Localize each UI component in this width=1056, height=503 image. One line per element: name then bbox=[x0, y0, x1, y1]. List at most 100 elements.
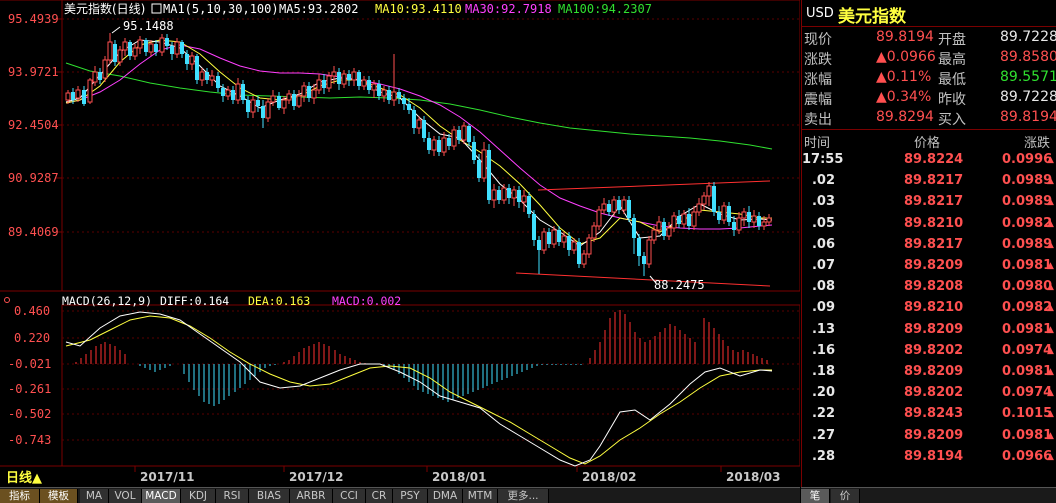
quote-value: ▲0.0966 bbox=[876, 49, 936, 65]
tab-vol[interactable]: VOL bbox=[109, 489, 142, 503]
tick-change: 0.0981 bbox=[1002, 258, 1053, 273]
candle bbox=[696, 203, 702, 213]
candle bbox=[637, 238, 641, 256]
up-arrow-icon: ▲ bbox=[1047, 176, 1054, 187]
tab-cci[interactable]: CCI bbox=[333, 489, 366, 503]
candle bbox=[721, 205, 727, 221]
tab-ma[interactable]: MA bbox=[80, 489, 109, 503]
candle bbox=[205, 72, 209, 80]
macd-legend-dea: DEA:0.163 bbox=[248, 294, 310, 308]
candle bbox=[481, 149, 487, 179]
tick-row: .16 89.8202 0.0974 ▲ bbox=[802, 343, 1056, 364]
candle bbox=[607, 204, 611, 212]
tick-change: 0.0989 bbox=[1002, 236, 1053, 252]
candle bbox=[422, 120, 426, 138]
tick-time: .27 bbox=[811, 427, 835, 443]
tab-cr[interactable]: CR bbox=[366, 489, 393, 503]
high-marker-line bbox=[111, 26, 121, 34]
x-label: 2017/11 bbox=[140, 470, 194, 484]
candle bbox=[741, 211, 747, 219]
candle bbox=[170, 46, 174, 54]
low-label: 88.2475 bbox=[654, 278, 705, 292]
candle bbox=[537, 240, 541, 250]
tab-dma[interactable]: DMA bbox=[428, 489, 463, 503]
candle bbox=[351, 71, 357, 81]
candle bbox=[397, 92, 401, 98]
candle bbox=[451, 129, 457, 147]
macd-diff-line bbox=[65, 311, 773, 467]
tab-more[interactable]: 更多... bbox=[498, 489, 549, 503]
candle bbox=[747, 212, 751, 222]
candle bbox=[371, 83, 377, 91]
tick-row: .05 89.8210 0.0982 ▲ bbox=[802, 216, 1056, 237]
legend-toggle-icon[interactable] bbox=[151, 3, 162, 14]
candle bbox=[256, 100, 260, 106]
candle bbox=[621, 199, 627, 211]
tab-template[interactable]: 模板 bbox=[40, 489, 78, 503]
tab-price[interactable]: 价 bbox=[831, 489, 860, 503]
kline-chart[interactable]: 美元指数(日线) MA1(5,10,30,100) MA5:93.2802 MA… bbox=[0, 0, 801, 487]
tab-psy[interactable]: PSY bbox=[393, 489, 428, 503]
quote-value: 89.8194 bbox=[1000, 109, 1056, 125]
tab-rsi[interactable]: RSI bbox=[216, 489, 249, 503]
high-label: 95.1488 bbox=[123, 19, 174, 33]
candle bbox=[717, 212, 721, 220]
tick-change: 0.0980 bbox=[1002, 279, 1053, 295]
tick-row: .08 89.8208 0.0980 ▲ bbox=[802, 279, 1056, 300]
tick-price: 89.8224 bbox=[904, 152, 964, 167]
candle bbox=[757, 216, 761, 226]
period-label[interactable]: 日线▲ bbox=[6, 470, 42, 486]
candle bbox=[377, 84, 381, 96]
candle bbox=[250, 99, 256, 113]
tick-time: .09 bbox=[811, 300, 835, 316]
tab-arbr[interactable]: ARBR bbox=[290, 489, 333, 503]
candle bbox=[117, 49, 123, 63]
candle bbox=[165, 38, 169, 46]
candle bbox=[412, 110, 416, 128]
tab-indicator[interactable]: 指标 bbox=[0, 489, 40, 503]
tick-price: 89.8209 bbox=[904, 321, 964, 337]
candle bbox=[596, 209, 602, 227]
indicator-dot-icon[interactable] bbox=[4, 297, 10, 303]
quote-label: 现价 bbox=[804, 32, 832, 48]
candle bbox=[241, 84, 245, 100]
tick-header-change: 涨跌 bbox=[1024, 136, 1051, 151]
candle bbox=[102, 59, 108, 79]
macd-legend-name: MACD(26,12,9) bbox=[62, 294, 152, 308]
candle bbox=[567, 236, 571, 250]
legend-title: 美元指数(日线) bbox=[64, 1, 145, 16]
tick-price: 89.8202 bbox=[904, 385, 964, 401]
candle bbox=[517, 190, 521, 202]
candle bbox=[577, 242, 581, 264]
quote-label: 震幅 bbox=[804, 92, 832, 108]
tick-time: .13 bbox=[811, 321, 835, 337]
tick-change: 0.0989 bbox=[1002, 173, 1053, 189]
tab-macd[interactable]: MACD bbox=[142, 489, 181, 503]
macd-histogram bbox=[75, 310, 768, 406]
candle bbox=[246, 100, 250, 112]
tab-kdj[interactable]: KDJ bbox=[181, 489, 216, 503]
macd-dea-line bbox=[65, 315, 772, 465]
tick-time: .28 bbox=[811, 448, 835, 464]
tick-change: 0.0981 bbox=[1002, 321, 1053, 337]
candle bbox=[65, 92, 71, 101]
tab-trades[interactable]: 笔 bbox=[801, 489, 830, 503]
x-label: 2017/12 bbox=[289, 470, 343, 484]
candle bbox=[477, 160, 481, 178]
tab-bias[interactable]: BIAS bbox=[249, 489, 290, 503]
candle bbox=[646, 239, 652, 265]
tick-time: .07 bbox=[811, 258, 835, 273]
tab-mtm[interactable]: MTM bbox=[463, 489, 498, 503]
up-arrow-icon: ▲ bbox=[1047, 197, 1054, 208]
candle bbox=[296, 95, 302, 107]
quote-label: 买入 bbox=[938, 112, 966, 128]
up-arrow-icon: ▲ bbox=[1047, 409, 1054, 420]
candle bbox=[712, 186, 716, 212]
tick-row: .28 89.8194 0.0966 ▲ bbox=[802, 449, 1056, 470]
tick-change: 0.0974 bbox=[1002, 342, 1053, 358]
chart-area[interactable]: 美元指数(日线) MA1(5,10,30,100) MA5:93.2802 MA… bbox=[0, 0, 801, 502]
candle bbox=[270, 95, 276, 103]
candle bbox=[199, 71, 205, 81]
up-arrow-icon: ▲ bbox=[1047, 345, 1054, 356]
quote-label: 卖出 bbox=[804, 112, 832, 128]
